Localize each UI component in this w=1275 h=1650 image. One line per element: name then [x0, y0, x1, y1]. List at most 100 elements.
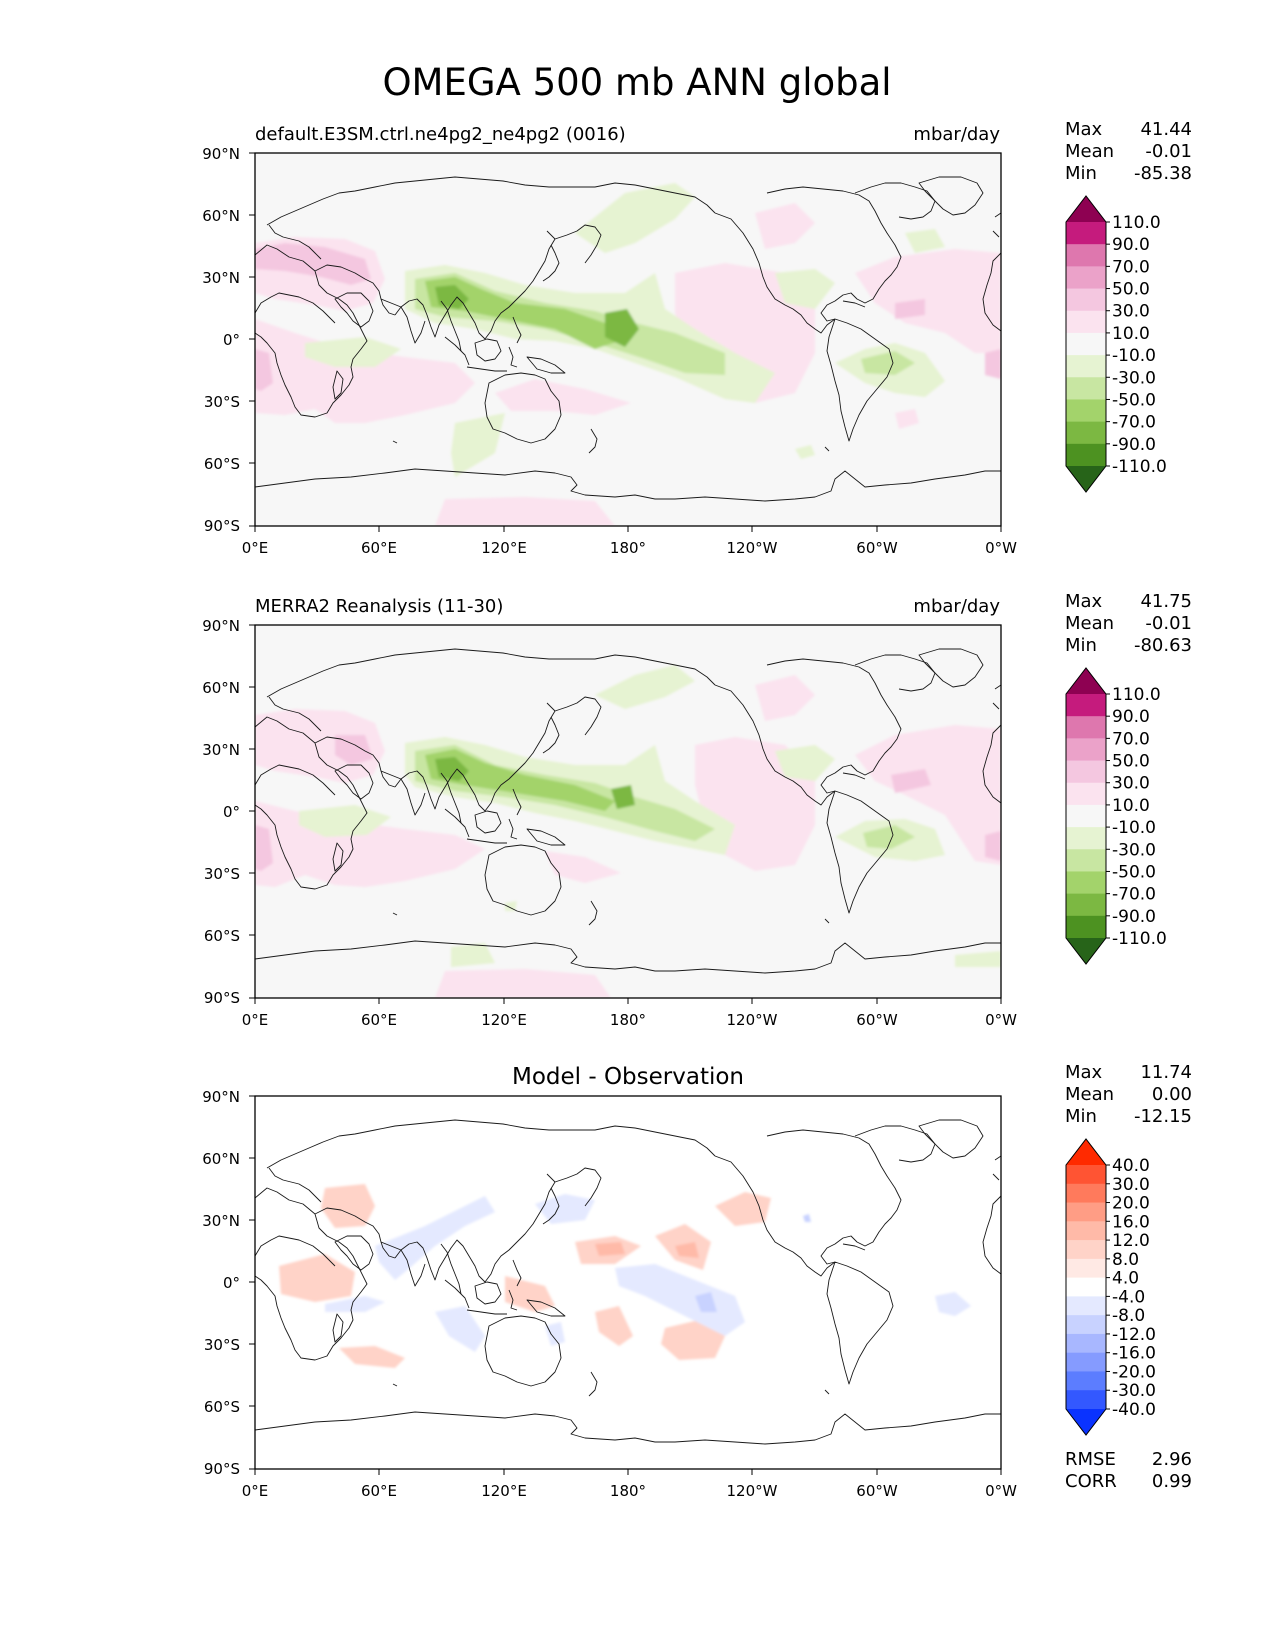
lat-tick-label: 90°S	[204, 989, 240, 1007]
colorbar-segment	[1066, 222, 1106, 245]
lon-tick-label: 0°W	[985, 1482, 1017, 1500]
colorbar-segment	[1066, 1202, 1106, 1222]
colorbar-tick-label: 70.0	[1112, 257, 1150, 277]
panel-diff-map	[254, 1095, 1002, 1470]
metric-value: 2.96	[1152, 1449, 1192, 1470]
colorbar-tick-label: 30.0	[1112, 774, 1150, 794]
field-contour	[255, 825, 273, 871]
colorbar-segment	[1066, 760, 1106, 784]
field-contour	[545, 1322, 565, 1346]
field-contour	[955, 951, 1001, 967]
field-contour	[895, 409, 919, 429]
colorbar-tick-label: -90.0	[1112, 907, 1156, 927]
panel-ref-map	[254, 624, 1002, 999]
stat-value: -0.01	[1145, 613, 1192, 634]
panel-test-lat-ticks: 90°N 60°N 30°N 0° 30°S 60°S 90°S	[202, 145, 240, 535]
field-contour	[755, 203, 815, 249]
field-contour	[595, 1306, 633, 1346]
panel-test: default.E3SM.ctrl.ne4pg2_ne4pg2 (0016) m…	[202, 119, 1192, 557]
lat-tick-label: 60°N	[202, 679, 240, 697]
colorbar-tick-label: 50.0	[1112, 752, 1150, 772]
lon-tick-label: 0°E	[242, 1482, 269, 1500]
field-contour	[325, 1296, 385, 1312]
stat-value: -0.01	[1145, 141, 1192, 162]
colorbar-tick-label: -10.0	[1112, 818, 1156, 838]
field-contour	[435, 497, 615, 526]
panel-test-stats: Max 41.44 Mean -0.01 Min -85.38	[1065, 119, 1192, 184]
stat-label: Min	[1065, 635, 1097, 656]
colorbar-tick-label: 10.0	[1112, 324, 1150, 344]
stat-value: -80.63	[1134, 635, 1192, 656]
colorbar-extend-min	[1066, 938, 1106, 964]
field-contour	[435, 285, 469, 309]
field-contour	[675, 1242, 699, 1258]
panel-ref-lon-ticks: 0°E 60°E 120°E 180° 120°W 60°W 0°W	[242, 1011, 1017, 1029]
colorbar-tick-label: -110.0	[1112, 929, 1167, 949]
field-contour	[855, 725, 1001, 865]
panel-ref: MERRA2 Reanalysis (11-30) mbar/day	[202, 591, 1192, 1029]
field-contour	[775, 269, 835, 309]
figure-title: OMEGA 500 mb ANN global	[382, 61, 891, 104]
panel-ref-units: mbar/day	[913, 596, 1000, 617]
field-contour	[545, 851, 621, 883]
colorbar-tick-label: 110.0	[1112, 213, 1161, 233]
metric-value: 0.99	[1152, 1471, 1192, 1492]
colorbar-segment	[1066, 738, 1106, 762]
lon-tick-label: 180°	[610, 1011, 646, 1029]
colorbar-tick-label: -70.0	[1112, 885, 1156, 905]
stat-label: Mean	[1065, 141, 1114, 162]
colorbar-segment	[1066, 1221, 1106, 1241]
lon-tick-label: 120°W	[727, 1482, 778, 1500]
colorbar-tick-label: 20.0	[1112, 1194, 1150, 1214]
field-contour	[595, 1242, 625, 1256]
colorbar-tick-label: 40.0	[1112, 1156, 1150, 1176]
lon-tick-label: 0°W	[985, 1011, 1017, 1029]
colorbar-tick-label: -50.0	[1112, 390, 1156, 410]
field-contour	[755, 675, 815, 721]
field-contour	[451, 943, 495, 967]
panel-diff-colorbar: 40.030.020.016.012.08.04.0-4.0-8.0-12.0-…	[1065, 1138, 1156, 1436]
stat-value: 11.74	[1140, 1062, 1192, 1083]
stat-value: -12.15	[1134, 1106, 1192, 1127]
lat-tick-label: 90°N	[202, 1088, 240, 1106]
panel-diff-metrics: RMSE 2.96 CORR 0.99	[1065, 1449, 1192, 1492]
colorbar-segment	[1066, 1371, 1106, 1391]
colorbar-tick-label: 70.0	[1112, 729, 1150, 749]
colorbar-segment	[1066, 1333, 1106, 1354]
lat-tick-label: 30°N	[202, 741, 240, 759]
lon-tick-label: 180°	[610, 1482, 646, 1500]
field-contour	[795, 445, 815, 459]
colorbar-tick-label: 50.0	[1112, 280, 1150, 300]
lon-tick-label: 60°E	[361, 1011, 397, 1029]
colorbar-segment	[1066, 244, 1106, 267]
stat-value: 41.44	[1140, 119, 1192, 140]
colorbar-tick-label: 10.0	[1112, 796, 1150, 816]
field-contour	[535, 1194, 595, 1224]
colorbar-tick-label: -8.0	[1112, 1306, 1145, 1326]
lon-tick-label: 120°W	[727, 539, 778, 557]
field-contour	[661, 1320, 725, 1360]
field-contour	[505, 901, 517, 911]
field-contour	[425, 277, 625, 349]
field-contour	[863, 825, 915, 849]
lat-tick-label: 30°N	[202, 1212, 240, 1230]
panel-test-title: default.E3SM.ctrl.ne4pg2_ne4pg2 (0016)	[255, 124, 626, 145]
colorbar-segment	[1066, 694, 1106, 717]
field-contour	[935, 1292, 971, 1316]
lon-tick-label: 120°W	[727, 1011, 778, 1029]
lat-tick-label: 0°	[223, 803, 240, 821]
lat-tick-label: 0°	[223, 331, 240, 349]
colorbar-extend-min	[1066, 466, 1106, 492]
lat-tick-label: 60°N	[202, 207, 240, 225]
field-contour	[803, 1214, 811, 1222]
metric-label: RMSE	[1065, 1449, 1116, 1470]
colorbar-segment	[1066, 1240, 1106, 1260]
colorbar-segment	[1066, 1183, 1106, 1204]
panel-ref-title: MERRA2 Reanalysis (11-30)	[255, 596, 503, 617]
lon-tick-label: 60°E	[361, 539, 397, 557]
colorbar-segment	[1066, 288, 1106, 312]
lon-tick-label: 180°	[610, 539, 646, 557]
field-contour	[985, 831, 1001, 861]
colorbar-tick-label: 30.0	[1112, 302, 1150, 322]
